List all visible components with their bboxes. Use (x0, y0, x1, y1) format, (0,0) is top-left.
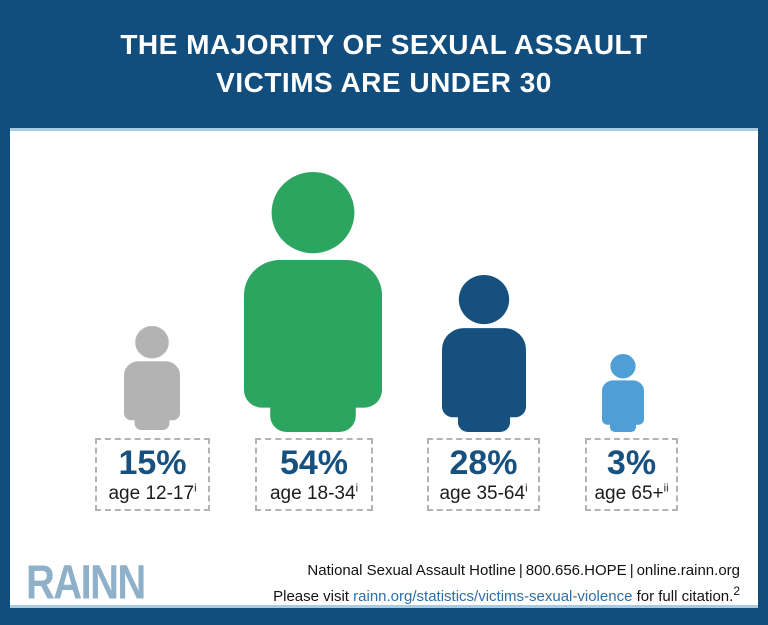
rainn-logo: RAINN (26, 555, 146, 609)
page-title-line2: VICTIMS ARE UNDER 30 (216, 67, 552, 98)
percent-value: 3% (606, 444, 657, 482)
footnote-marker: i (525, 482, 528, 495)
stat-box-age-35-64: 28% age 35-64i (427, 438, 540, 511)
footnote-marker: i (194, 482, 197, 495)
stat-box-age-65-plus: 3% age 65+ii (585, 438, 678, 511)
separator: | (629, 562, 634, 579)
content-panel (10, 128, 758, 608)
footnote-marker: ii (663, 482, 669, 495)
citation-footnote-marker: 2 (733, 584, 740, 598)
hotline-website: online.rainn.org (636, 562, 740, 579)
person-icon-age-12-17 (124, 326, 180, 430)
person-icon-age-18-34 (244, 172, 382, 432)
person-icon-age-65-plus (602, 354, 644, 432)
hotline-info-line: National Sexual Assault Hotline | 800.656.… (273, 560, 740, 582)
citation-prefix: Please visit (273, 588, 354, 605)
percent-value: 28% (449, 444, 518, 482)
footnote-marker: i (355, 482, 359, 495)
stat-box-age-12-17: 15% age 12-17i (95, 438, 210, 511)
person-icon-age-35-64 (442, 275, 526, 432)
stat-box-age-18-34: 54% age 18-34i (255, 438, 373, 511)
header: THE MAJORITY OF SEXUAL ASSAULT VICTIMS A… (0, 0, 768, 128)
age-range-label: age 12-17i (108, 482, 197, 504)
page-title-line1: THE MAJORITY OF SEXUAL ASSAULT (120, 29, 648, 60)
citation-link[interactable]: rainn.org/statistics/victims-sexual-viol… (353, 588, 633, 605)
hotline-label: National Sexual Assault Hotline (307, 562, 516, 579)
citation-line: Please visit rainn.org/statistics/victim… (273, 584, 740, 608)
separator: | (518, 562, 523, 579)
citation-suffix: for full citation. (632, 588, 734, 605)
footer-text: National Sexual Assault Hotline | 800.656.… (273, 560, 740, 608)
percent-value: 15% (118, 444, 187, 482)
age-range-label: age 65+ii (594, 482, 669, 504)
age-range-label: age 35-64i (439, 482, 528, 504)
percent-value: 54% (279, 444, 349, 482)
hotline-phone: 800.656.HOPE (525, 562, 627, 579)
age-range-label: age 18-34i (269, 482, 359, 504)
